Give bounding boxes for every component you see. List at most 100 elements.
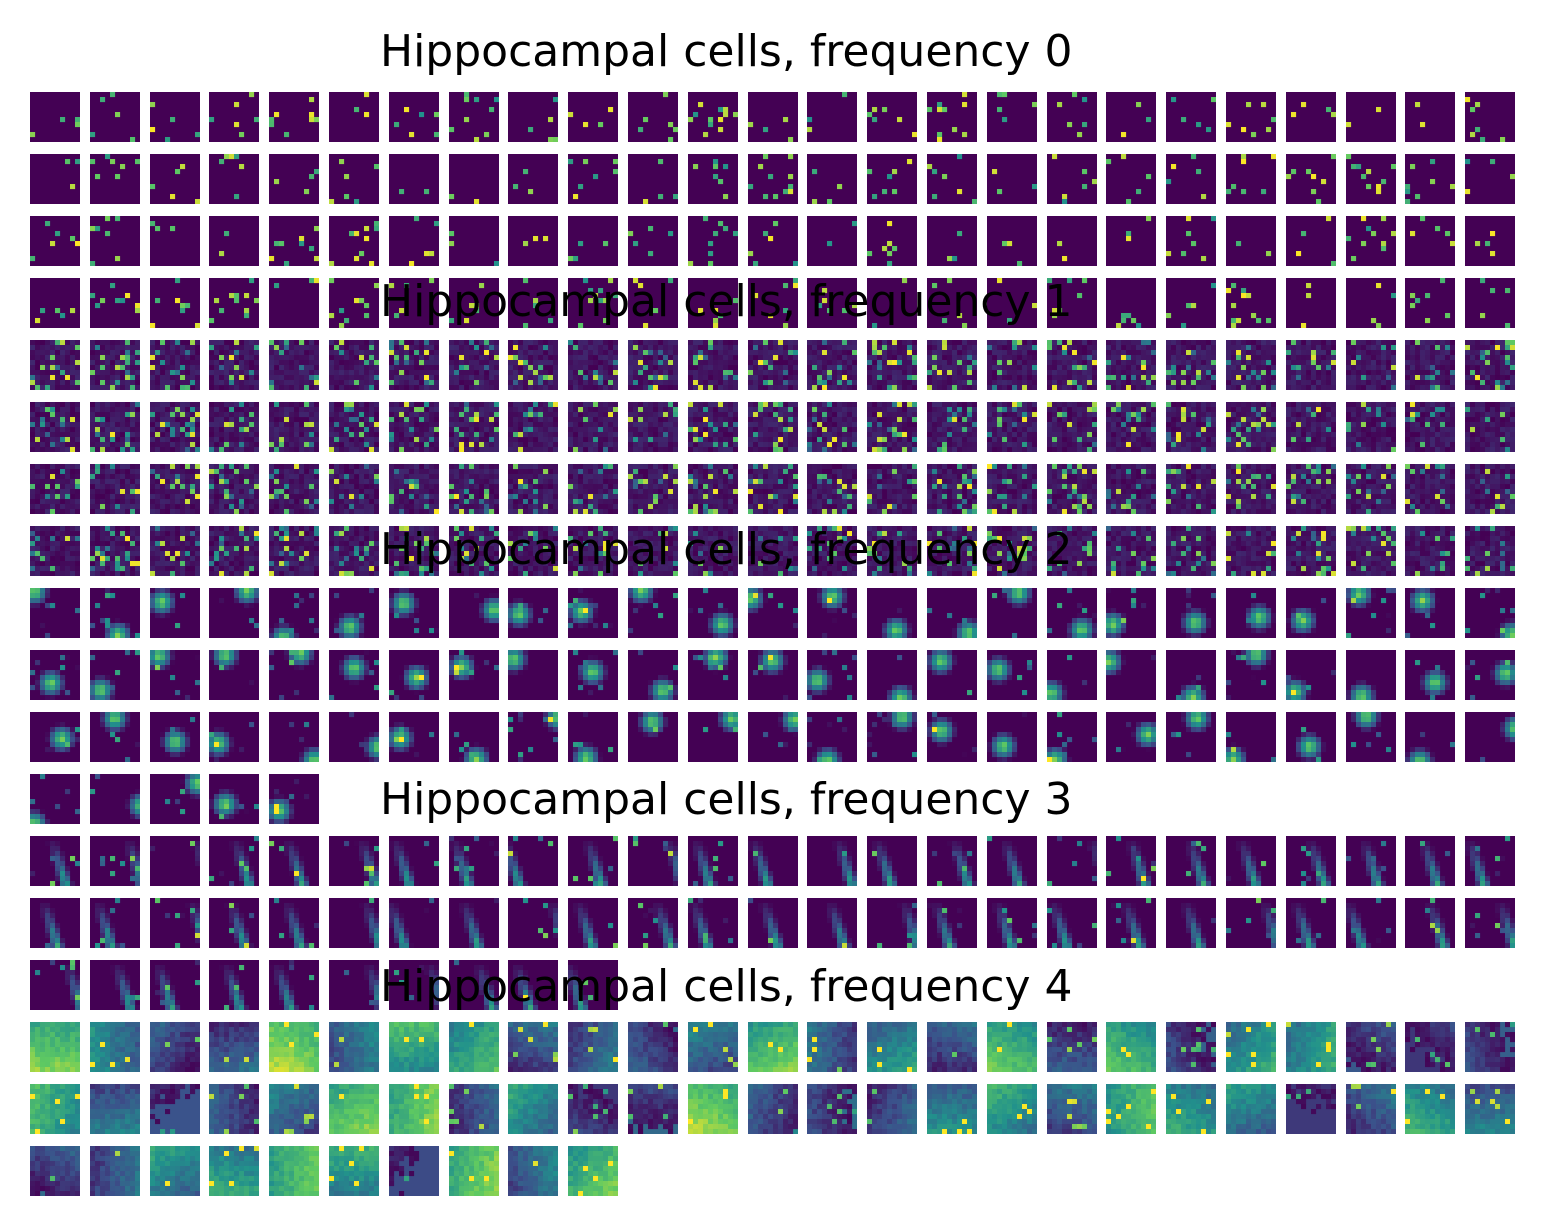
heatmap-cell <box>1006 417 1012 423</box>
heatmap-cell <box>1001 117 1007 123</box>
heatmap-cell <box>119 360 125 366</box>
heatmap-tile <box>329 340 379 390</box>
heatmap-cell <box>1310 380 1316 386</box>
heatmap-cell <box>837 432 843 438</box>
heatmap-cell <box>1076 407 1082 413</box>
heatmap-cell <box>50 432 56 438</box>
heatmap-cell <box>957 154 963 160</box>
heatmap-cell <box>1146 350 1152 356</box>
heatmap-cell <box>1450 380 1456 386</box>
heatmap-cell <box>967 360 973 366</box>
heatmap-cell <box>1001 447 1007 452</box>
heatmap-background <box>30 154 80 204</box>
heatmap-cell <box>772 422 778 428</box>
heatmap-cell <box>289 447 295 452</box>
heatmap-cell <box>1171 350 1177 356</box>
heatmap-cell <box>189 422 195 428</box>
heatmap-cell <box>1121 370 1127 376</box>
heatmap-cell <box>598 345 604 351</box>
heatmap-cell <box>329 447 335 452</box>
heatmap-cell <box>717 313 723 319</box>
heatmap-cell <box>159 442 165 448</box>
heatmap-cell <box>1201 350 1207 356</box>
heatmap-cell <box>169 385 175 390</box>
heatmap-cell <box>1500 385 1506 390</box>
heatmap-cell <box>468 350 474 356</box>
heatmap-cell <box>648 427 654 433</box>
heatmap-cell <box>1435 350 1441 356</box>
heatmap-cell <box>996 412 1002 418</box>
heatmap-cell <box>787 355 793 361</box>
heatmap-cell <box>832 385 838 390</box>
heatmap-cell <box>473 365 479 371</box>
heatmap-cell <box>1390 164 1396 170</box>
heatmap-cell <box>972 427 977 433</box>
heatmap-cell <box>747 447 753 452</box>
heatmap-cell <box>897 385 903 390</box>
heatmap-cell <box>1181 251 1187 257</box>
heatmap-cell <box>364 236 370 242</box>
heatmap-cell <box>224 442 230 448</box>
heatmap-cell <box>493 380 499 386</box>
heatmap-cell <box>359 432 365 438</box>
heatmap-cell <box>1031 102 1037 108</box>
heatmap-cell <box>1290 112 1296 118</box>
heatmap-cell <box>89 370 95 376</box>
heatmap-cell <box>124 412 130 418</box>
heatmap-cell <box>787 437 793 443</box>
heatmap-cell <box>448 370 454 376</box>
heatmap-cell <box>1091 340 1097 346</box>
heatmap-cell <box>812 402 818 408</box>
heatmap-cell <box>359 355 365 361</box>
heatmap-cell <box>488 350 494 356</box>
heatmap-cell <box>897 437 903 443</box>
heatmap-cell <box>1021 402 1027 408</box>
heatmap-cell <box>364 345 370 351</box>
heatmap-cell <box>75 442 80 448</box>
heatmap-cell <box>463 355 469 361</box>
heatmap-cell <box>374 427 379 433</box>
heatmap-cell <box>947 402 953 408</box>
heatmap-cell <box>94 345 100 351</box>
heatmap-cell <box>553 427 559 433</box>
heatmap-cell <box>209 370 215 376</box>
heatmap-cell <box>767 340 773 346</box>
heatmap-cell <box>1166 179 1172 185</box>
heatmap-cell <box>907 370 913 376</box>
heatmap-cell <box>792 278 798 284</box>
heatmap-cell <box>99 427 105 433</box>
heatmap-cell <box>134 412 140 418</box>
heatmap-cell <box>972 350 977 356</box>
heatmap-cell <box>732 422 738 428</box>
heatmap-cell <box>119 164 125 170</box>
heatmap-background <box>1405 216 1456 266</box>
heatmap-cell <box>663 432 669 438</box>
heatmap-cell <box>309 345 315 351</box>
heatmap-cell <box>229 385 235 390</box>
heatmap-cell <box>269 355 275 361</box>
heatmap-cell <box>483 402 489 408</box>
heatmap-cell <box>1076 442 1082 448</box>
heatmap-cell <box>528 422 534 428</box>
heatmap-cell <box>1006 370 1012 376</box>
heatmap-cell <box>40 412 46 418</box>
heatmap-cell <box>962 102 968 108</box>
heatmap-cell <box>1051 355 1057 361</box>
heatmap-cell <box>538 365 544 371</box>
heatmap-cell <box>927 340 933 346</box>
heatmap-cell <box>1196 375 1202 381</box>
heatmap-cell <box>1295 355 1301 361</box>
heatmap-cell <box>947 375 953 381</box>
heatmap-cell <box>643 355 649 361</box>
heatmap-cell <box>687 422 693 428</box>
heatmap-cell <box>488 380 494 386</box>
heatmap-cell <box>897 412 903 418</box>
heatmap-cell <box>991 360 997 366</box>
heatmap-cell <box>942 107 948 113</box>
heatmap-cell <box>463 370 469 376</box>
heatmap-cell <box>837 350 843 356</box>
heatmap-cell <box>1076 355 1082 361</box>
heatmap-cell <box>483 422 489 428</box>
heatmap-cell <box>663 355 669 361</box>
